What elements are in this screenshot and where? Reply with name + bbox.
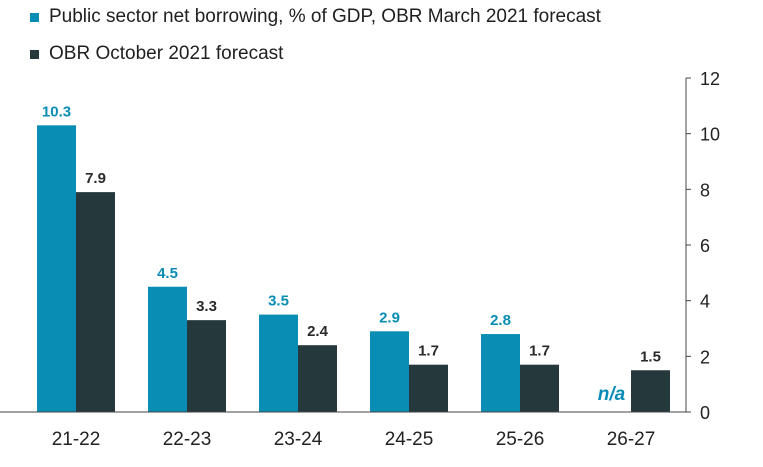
data-label-22-23-series-1: 4.5 [157,265,178,282]
legend-label-october-2021: OBR October 2021 forecast [49,43,284,64]
y-tick-label-0: 0 [700,403,710,423]
bar-24-25-series-2 [409,364,448,412]
y-tick-label-4: 4 [700,292,710,312]
x-tick-label-22-23: 22-23 [163,429,212,450]
data-label-21-22-series-1: 10.3 [42,103,71,120]
bar-22-23-series-2 [187,320,226,412]
data-label-23-24-series-1: 3.5 [268,293,289,310]
bar-23-24-series-1 [259,314,298,412]
y-tick-label-10: 10 [700,125,720,145]
data-label-24-25-series-1: 2.9 [379,309,400,326]
legend-swatch-october-2021 [30,49,39,59]
y-tick-label-8: 8 [700,180,710,200]
legend-label-march-2021: Public sector net borrowing, % of GDP, O… [49,6,601,27]
legend-item-march-2021: Public sector net borrowing, % of GDP, O… [30,6,601,28]
legend-swatch-march-2021 [30,12,39,22]
data-label-24-25-series-2: 1.7 [418,343,439,360]
y-tick-label-2: 2 [700,347,710,367]
x-tick-label-21-22: 21-22 [52,429,101,450]
bar-23-24-series-2 [298,345,337,412]
bar-24-25-series-1 [370,331,409,412]
bar-21-22-series-2 [76,192,115,412]
data-label-23-24-series-2: 2.4 [307,323,329,340]
data-label-22-23-series-2: 3.3 [196,298,217,315]
data-label-26-27-series-2: 1.5 [640,348,661,365]
data-label-26-27-series-1: n/a [598,384,626,405]
y-tick-label-12: 12 [700,69,720,89]
bar-22-23-series-1 [148,286,187,412]
x-tick-label-26-27: 26-27 [607,429,656,450]
x-tick-label-23-24: 23-24 [274,429,323,450]
data-label-21-22-series-2: 7.9 [85,170,106,187]
x-tick-label-24-25: 24-25 [385,429,434,450]
data-label-25-26-series-1: 2.8 [490,312,511,329]
bar-26-27-series-2 [631,370,670,412]
data-label-25-26-series-2: 1.7 [529,343,550,360]
x-tick-label-25-26: 25-26 [496,429,545,450]
bar-25-26-series-2 [520,364,559,412]
bar-25-26-series-1 [481,334,520,412]
legend-item-october-2021: OBR October 2021 forecast [30,43,283,65]
y-tick-label-6: 6 [700,236,710,256]
bar-21-22-series-1 [37,125,76,413]
